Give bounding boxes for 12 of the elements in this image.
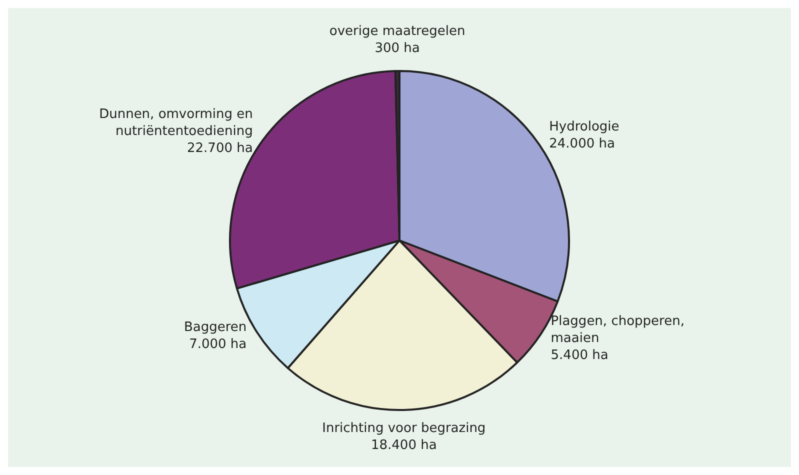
slice-label: Inrichting voor begrazing [322,420,486,436]
slice-label: Plaggen, chopperen, maaien [550,314,684,346]
slice-label: Baggeren [184,320,247,336]
slice-label: Dunnen, omvorming en nutriëntentoediening [99,106,253,139]
data-label: 5.400 ha [550,348,608,364]
slice-label: Hydrologie [549,120,620,135]
data-label: 18.400 ha [370,438,437,453]
data-label: 300 ha [374,40,420,56]
data-label: 7.000 ha [189,337,247,352]
data-label: 24.000 ha [549,136,615,152]
data-label: 22.700 ha [187,140,253,156]
slice-label: overige maatregelen [329,24,466,39]
